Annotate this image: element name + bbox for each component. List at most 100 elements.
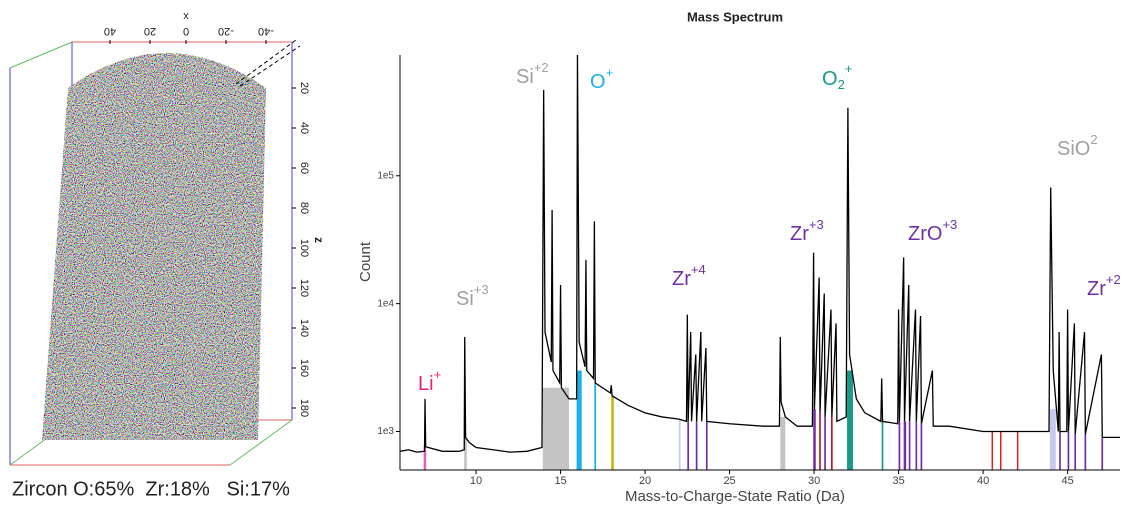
range	[1059, 431, 1061, 470]
range	[1101, 437, 1104, 470]
range	[542, 387, 570, 470]
peak-label: Si+3	[456, 282, 489, 310]
range	[423, 446, 427, 470]
range	[920, 423, 923, 470]
z-tick-label: 20	[298, 82, 310, 94]
range	[915, 421, 918, 470]
x-tick-label: 25	[723, 475, 735, 487]
peak-label: O2+	[822, 61, 852, 92]
peak-label-sup: +2	[534, 60, 549, 75]
y-tick-label: 1e3	[377, 426, 394, 437]
range	[1084, 434, 1087, 470]
range	[1067, 431, 1070, 470]
range	[813, 408, 816, 470]
peak-label-text: Zr	[790, 223, 809, 245]
point-cloud	[42, 53, 266, 440]
peak-label-sup: +3	[942, 217, 957, 232]
y-tick-label: 1e5	[377, 170, 394, 181]
range	[780, 416, 786, 470]
peak-label: Zr+2	[1087, 272, 1121, 300]
peak-label-sup: 2	[1090, 132, 1097, 147]
caption: Zircon O:65% Zr:18% Si:17%	[12, 478, 290, 500]
range	[830, 416, 833, 470]
x-axis-label: x	[183, 10, 189, 22]
axis-arrow	[235, 39, 297, 85]
peak-label-sup: +2	[1106, 272, 1121, 287]
peak-label-text: Zr	[672, 268, 691, 290]
z-tick-label: 60	[298, 162, 310, 174]
range	[464, 437, 467, 470]
peak-label-sup: +	[434, 367, 442, 382]
axis-arrow	[239, 45, 301, 87]
peak-label-sup: +	[845, 61, 853, 76]
range	[705, 421, 708, 470]
box-edge	[9, 41, 73, 69]
x-tick-label: 15	[554, 475, 566, 487]
range	[594, 382, 597, 470]
y-tick-label: 1e4	[377, 298, 394, 309]
x-tick-label: 35	[892, 475, 904, 487]
z-tick-label: 140	[298, 319, 310, 337]
peak-label-text: O	[590, 71, 606, 93]
x-tick-label: 10	[470, 475, 482, 487]
x-axis-label: Mass-to-Charge-State Ratio (Da)	[625, 488, 845, 505]
x-tick-label: 40	[104, 25, 116, 37]
peak-label-sup: +	[606, 65, 614, 80]
chart-title: Mass Spectrum	[687, 9, 783, 24]
z-tick-label: 160	[298, 359, 310, 377]
x-tick-label: 20	[639, 475, 651, 487]
atoms	[42, 53, 266, 440]
range	[678, 419, 681, 470]
peak-label-text: SiO	[1057, 138, 1090, 160]
peak-label-sub: 2	[838, 77, 845, 92]
peak-label-text: O	[822, 68, 838, 90]
range	[1074, 434, 1077, 470]
peak-label-text: Si	[456, 288, 474, 310]
range	[1049, 408, 1056, 470]
range	[847, 370, 853, 470]
range	[611, 395, 614, 470]
x-tick-label: -20	[218, 25, 234, 37]
spectrum-line	[400, 54, 1120, 453]
peak-label: Li+	[418, 367, 441, 395]
peak-label: Zr+3	[790, 217, 824, 245]
range	[898, 421, 901, 470]
peak-label: SiO2	[1057, 132, 1098, 160]
range	[991, 431, 994, 470]
x-tick-label: 30	[808, 475, 820, 487]
z-tick-label: 40	[298, 122, 310, 134]
range	[576, 370, 582, 470]
peak-label-text: ZrO	[908, 223, 942, 245]
peak-label: Zr+4	[672, 262, 706, 290]
z-tick-label: 80	[298, 202, 310, 214]
peak-label: ZrO+3	[908, 217, 957, 245]
peak-label-text: Li	[418, 373, 434, 395]
z-axis-label: z	[312, 237, 326, 243]
x-tick-label: 45	[1061, 475, 1073, 487]
range	[695, 421, 698, 470]
x-tick-label: 20	[144, 25, 156, 37]
range	[881, 421, 884, 470]
peak-label: Si+2	[516, 60, 549, 88]
x-tick-label: 40	[977, 475, 989, 487]
z-tick-label: 120	[298, 279, 310, 297]
plot-area	[400, 54, 1120, 470]
peak-label-sup: +3	[809, 217, 824, 232]
range	[903, 421, 907, 470]
peak-label-text: Zr	[1087, 278, 1106, 300]
x-tick-label: -40	[258, 25, 274, 37]
box-edge	[229, 419, 293, 466]
x-tick-label: 0	[183, 25, 189, 37]
y-axis-label: Count	[357, 241, 374, 282]
peak-label-sup: +3	[474, 282, 489, 297]
range	[1016, 431, 1019, 470]
z-tick-label: 100	[298, 239, 310, 257]
peak-label-text: Si	[516, 66, 534, 88]
z-tick-label: 180	[298, 399, 310, 417]
peak-label: O+	[590, 65, 613, 93]
range	[1000, 431, 1002, 470]
range	[819, 412, 821, 470]
range	[824, 416, 826, 470]
range	[687, 421, 690, 470]
